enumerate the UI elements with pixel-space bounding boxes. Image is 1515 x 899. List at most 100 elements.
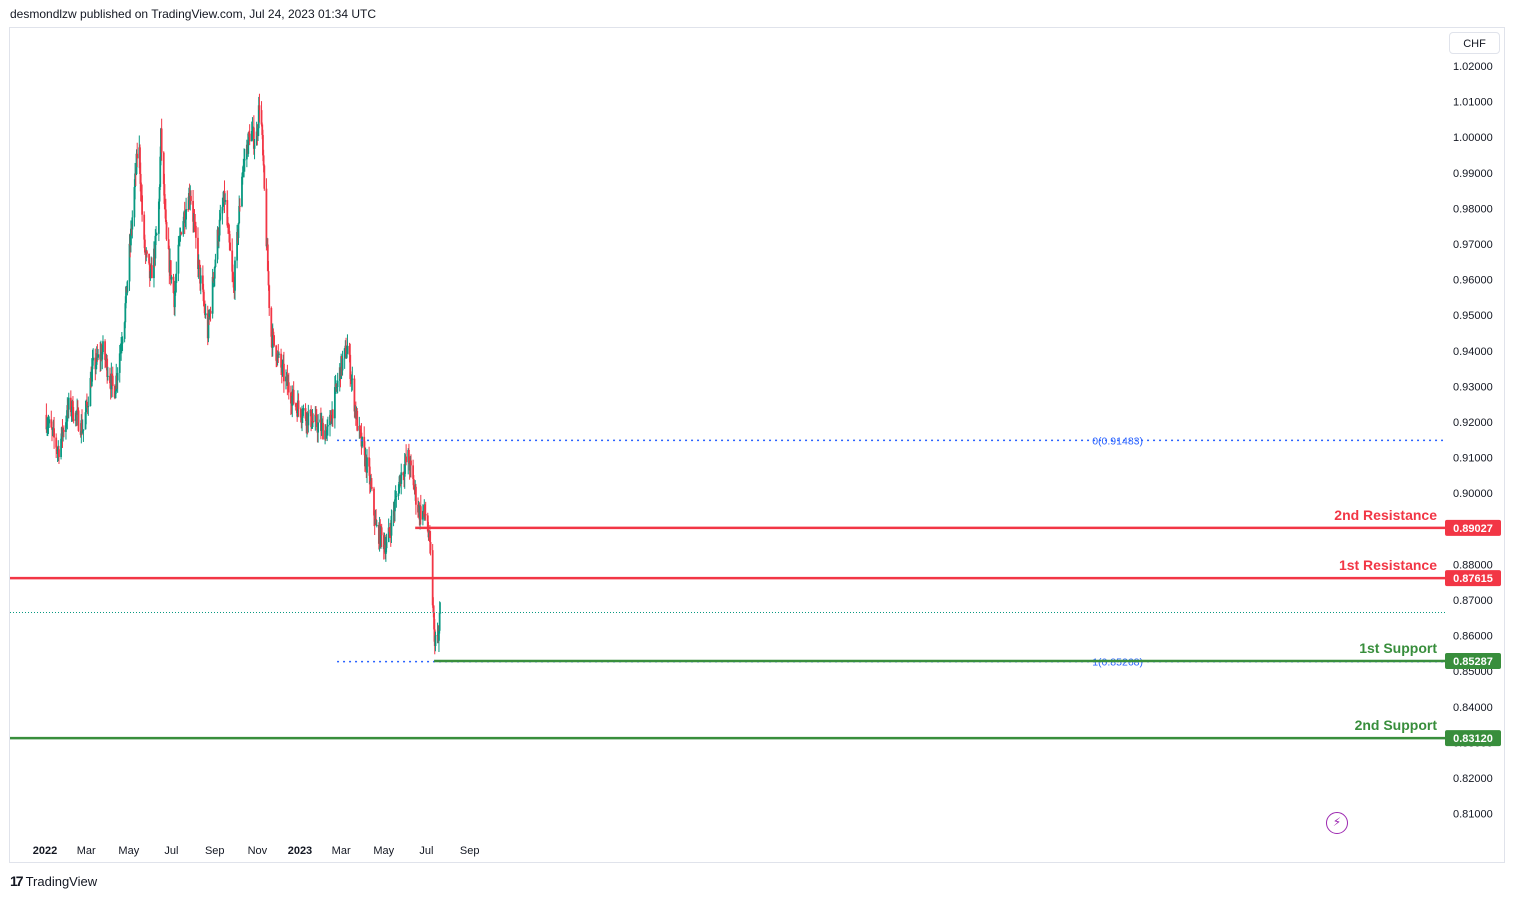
candle-body <box>208 316 211 318</box>
candle-body <box>133 187 136 218</box>
candle-body <box>392 510 395 516</box>
candle-body <box>267 271 270 286</box>
candle-body <box>402 472 405 476</box>
candle-body <box>262 134 264 156</box>
candle-body <box>183 212 186 224</box>
candle-body <box>368 466 371 485</box>
candle-body <box>104 341 106 360</box>
candle-body <box>45 414 48 430</box>
candle-body <box>119 348 122 354</box>
candle-body <box>226 200 229 226</box>
candle-body <box>257 105 260 129</box>
candle-body <box>222 203 225 207</box>
candle-body <box>193 219 196 223</box>
candle-body <box>126 281 129 293</box>
candle-body <box>413 489 416 491</box>
y-tick-label: 0.82000 <box>1453 773 1493 785</box>
candle-body <box>218 235 220 242</box>
candle-body <box>250 130 253 142</box>
candle-body <box>216 229 219 260</box>
candle-body <box>163 184 166 204</box>
candle-body <box>359 430 362 433</box>
candle-body <box>177 244 180 274</box>
candle-body <box>90 369 93 387</box>
y-tick-label: 1.02000 <box>1453 61 1493 73</box>
candle-body <box>229 242 232 251</box>
y-tick-label: 0.85000 <box>1453 666 1493 678</box>
candle-body <box>287 382 290 393</box>
candle-body <box>394 499 396 512</box>
candle-body <box>307 413 310 426</box>
candle-body <box>141 195 143 215</box>
candle-body <box>438 612 441 631</box>
candle-body <box>366 457 368 473</box>
candle-body <box>81 420 83 433</box>
candle-body <box>97 354 99 358</box>
candle-body <box>294 403 297 407</box>
candle-body <box>359 425 361 431</box>
candle-body <box>424 513 427 516</box>
candle-body <box>237 223 240 238</box>
candle-body <box>270 308 273 337</box>
chart-frame <box>9 27 1505 863</box>
candle-body <box>272 331 275 336</box>
candle-body <box>109 375 111 384</box>
candle-body <box>260 110 263 125</box>
candle-body <box>412 465 415 480</box>
candle-body <box>394 496 397 500</box>
x-tick-label: Sep <box>205 845 225 857</box>
candle-body <box>310 409 313 428</box>
candle-body <box>301 410 304 418</box>
candle-body <box>408 450 410 464</box>
candle-body <box>439 612 442 614</box>
candle-body <box>348 345 351 355</box>
candle-body <box>227 226 230 231</box>
candle-body <box>397 493 400 496</box>
candle-body <box>82 429 85 431</box>
candle-body <box>289 392 292 404</box>
candle-body <box>326 426 329 432</box>
level-price-tag <box>1445 730 1501 747</box>
candle-body <box>192 200 194 222</box>
candle-body <box>164 209 167 222</box>
candle-body <box>275 345 278 361</box>
tradingview-logo[interactable]: 17 TradingView <box>10 873 97 889</box>
candle-body <box>213 278 215 282</box>
candle-body <box>76 409 79 411</box>
candle-body <box>257 128 259 136</box>
candle-body <box>234 260 236 291</box>
candle-body <box>95 364 97 370</box>
candle-body <box>336 380 339 387</box>
candle-body <box>424 504 426 514</box>
level-label: 2nd Support <box>1355 717 1438 733</box>
candle-body <box>373 488 375 516</box>
candle-body <box>248 133 251 142</box>
y-tick-label: 0.96000 <box>1453 275 1493 287</box>
candle-body <box>410 460 412 466</box>
candle-body <box>111 373 113 376</box>
x-tick-label: May <box>118 845 139 857</box>
candle-body <box>164 203 167 210</box>
candle-body <box>62 429 65 437</box>
candle-body <box>199 264 201 284</box>
candle-body <box>238 205 241 224</box>
candle-body <box>95 353 98 365</box>
level-price-tag <box>1445 519 1501 536</box>
candle-body <box>85 401 88 413</box>
currency-button[interactable]: CHF <box>1449 32 1500 54</box>
candle-body <box>197 237 199 269</box>
candle-body <box>153 248 155 279</box>
candle-body <box>190 195 192 201</box>
candle-body <box>167 239 170 249</box>
candle-body <box>175 273 178 283</box>
candle-body <box>382 535 385 550</box>
candle-body <box>172 276 175 293</box>
candle-body <box>258 105 261 111</box>
lightning-icon[interactable]: ⚡ <box>1326 812 1348 834</box>
y-tick-label: 0.99000 <box>1453 168 1493 180</box>
candle-body <box>301 417 303 421</box>
x-tick-label: Jul <box>419 845 433 857</box>
candle-body <box>223 191 226 202</box>
candle-body <box>48 419 51 424</box>
